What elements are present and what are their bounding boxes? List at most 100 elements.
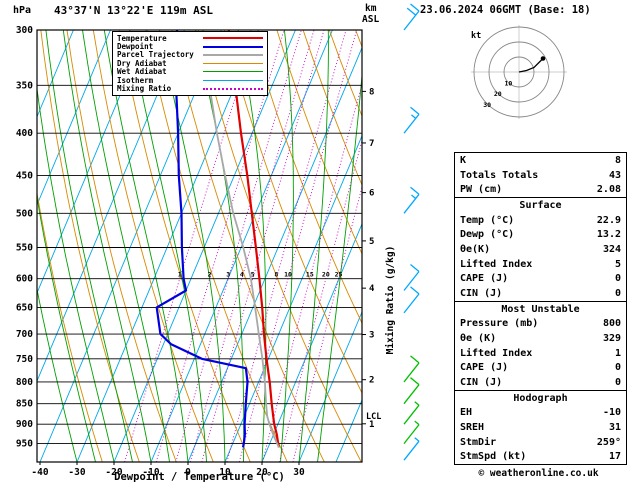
svg-text:850: 850 — [16, 399, 33, 410]
svg-text:5: 5 — [369, 237, 374, 247]
run-datetime: 23.06.2024 06GMT (Base: 18) — [420, 4, 591, 16]
svg-text:1: 1 — [178, 271, 182, 279]
index-value: 22.9 — [596, 214, 621, 226]
legend-line-sample — [203, 87, 263, 90]
legend-row: Mixing Ratio — [117, 84, 263, 93]
svg-text:3: 3 — [369, 331, 374, 341]
index-label: Temp (°C) — [460, 214, 515, 226]
svg-text:550: 550 — [16, 242, 33, 253]
index-label: Lifted Index — [460, 258, 533, 270]
wind-barb — [403, 3, 420, 31]
legend-line-sample — [203, 53, 263, 56]
pressure-gridlines — [37, 29, 362, 445]
svg-text:-30: -30 — [68, 467, 85, 478]
svg-text:6: 6 — [369, 189, 374, 199]
index-label: CIN (J) — [460, 376, 503, 388]
svg-text:-10: -10 — [142, 467, 159, 478]
wind-barb — [403, 186, 420, 214]
index-value: 1 — [614, 347, 621, 359]
index-value: 43 — [608, 169, 621, 181]
table-row: PW (cm) 2.08 — [455, 182, 626, 197]
index-value: 259° — [596, 436, 621, 448]
table-row: EH -10 — [455, 405, 626, 420]
index-value: 31 — [608, 421, 621, 433]
index-value: 2.08 — [596, 184, 621, 196]
svg-text:1: 1 — [369, 420, 374, 430]
table-row: Pressure (mb) 800 — [455, 316, 626, 331]
index-label: Lifted Index — [460, 347, 533, 359]
legend-row: Wet Adiabat — [117, 67, 263, 76]
table-row: CIN (J) 0 — [455, 375, 626, 390]
legend-line-sample — [203, 37, 263, 40]
index-label: Dewp (°C) — [460, 229, 515, 241]
svg-text:10: 10 — [219, 467, 231, 478]
hodograph-ring-label: 30 — [483, 101, 491, 109]
chart-border — [36, 29, 363, 463]
altitude-axis-unit2: ASL — [362, 14, 380, 25]
hodograph-ring-label: 10 — [504, 80, 512, 88]
table-section-surface: Surface — [455, 197, 626, 213]
wind-barb — [403, 377, 420, 405]
index-value: -10 — [602, 407, 621, 419]
index-label: θe(K) — [460, 243, 491, 255]
legend-row: Isotherm — [117, 75, 263, 85]
svg-text:800: 800 — [16, 377, 33, 388]
wind-barb — [403, 437, 420, 461]
svg-text:7: 7 — [369, 139, 374, 149]
legend-label: Dry Adiabat — [117, 58, 167, 68]
svg-text:600: 600 — [16, 274, 33, 285]
svg-text:900: 900 — [16, 419, 33, 430]
legend-label: Dewpoint — [117, 42, 154, 52]
table-row: Lifted Index 1 — [455, 346, 626, 361]
km-scale: 1 2 3 4 5 6 7 8 — [362, 87, 375, 430]
index-label: θe (K) — [460, 332, 497, 344]
svg-text:4: 4 — [369, 284, 375, 294]
table-row: StmDir 259° — [455, 435, 626, 450]
index-label: Pressure (mb) — [460, 318, 539, 330]
index-label: CIN (J) — [460, 287, 503, 299]
wind-barb — [403, 355, 420, 383]
index-label: Totals Totals — [460, 169, 539, 181]
svg-text:30: 30 — [293, 467, 305, 478]
hodograph-ring — [473, 26, 565, 118]
table-row: CIN (J) 0 — [455, 286, 626, 301]
table-row: Temp (°C) 22.9 — [455, 213, 626, 228]
hodograph-ring-label: 20 — [494, 90, 502, 98]
legend-line-sample — [203, 62, 263, 64]
index-label: CAPE (J) — [460, 362, 509, 374]
legend-line-sample — [203, 71, 263, 73]
legend-line-sample — [203, 45, 263, 48]
pressure-axis-unit: hPa — [13, 5, 32, 16]
table-row: StmSpd (kt) 17 — [455, 449, 626, 464]
svg-text:3: 3 — [226, 271, 230, 279]
legend-row: Dry Adiabat — [117, 58, 263, 68]
legend-row: Temperature — [117, 34, 263, 43]
index-value: 0 — [614, 287, 621, 299]
svg-text:-20: -20 — [105, 467, 122, 478]
index-value: 800 — [602, 318, 621, 330]
index-value: 329 — [602, 332, 621, 344]
table-row: Lifted Index 5 — [455, 257, 626, 272]
wind-barb — [403, 401, 420, 425]
svg-text:20: 20 — [256, 467, 268, 478]
index-label: K — [460, 154, 467, 166]
legend-row: Parcel Trajectory — [117, 50, 263, 60]
index-label: EH — [460, 407, 473, 419]
svg-text:-40: -40 — [31, 467, 48, 478]
svg-text:650: 650 — [16, 302, 33, 313]
index-label: SREH — [460, 421, 485, 433]
hodograph-ring — [488, 41, 550, 103]
lcl-label: LCL — [366, 412, 381, 422]
wind-barbs — [403, 3, 420, 461]
legend-label: Parcel Trajectory — [117, 50, 194, 60]
index-value: 17 — [608, 451, 621, 463]
svg-text:15: 15 — [306, 271, 314, 279]
svg-text:750: 750 — [16, 354, 33, 365]
legend-label: Isotherm — [117, 75, 154, 85]
temperature-curve — [227, 30, 280, 448]
hodograph-ring — [503, 56, 535, 88]
svg-text:8: 8 — [369, 87, 374, 97]
